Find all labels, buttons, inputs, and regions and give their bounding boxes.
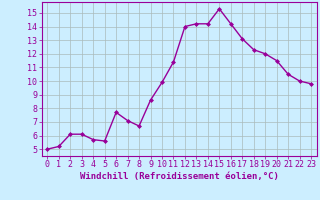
X-axis label: Windchill (Refroidissement éolien,°C): Windchill (Refroidissement éolien,°C) xyxy=(80,172,279,181)
